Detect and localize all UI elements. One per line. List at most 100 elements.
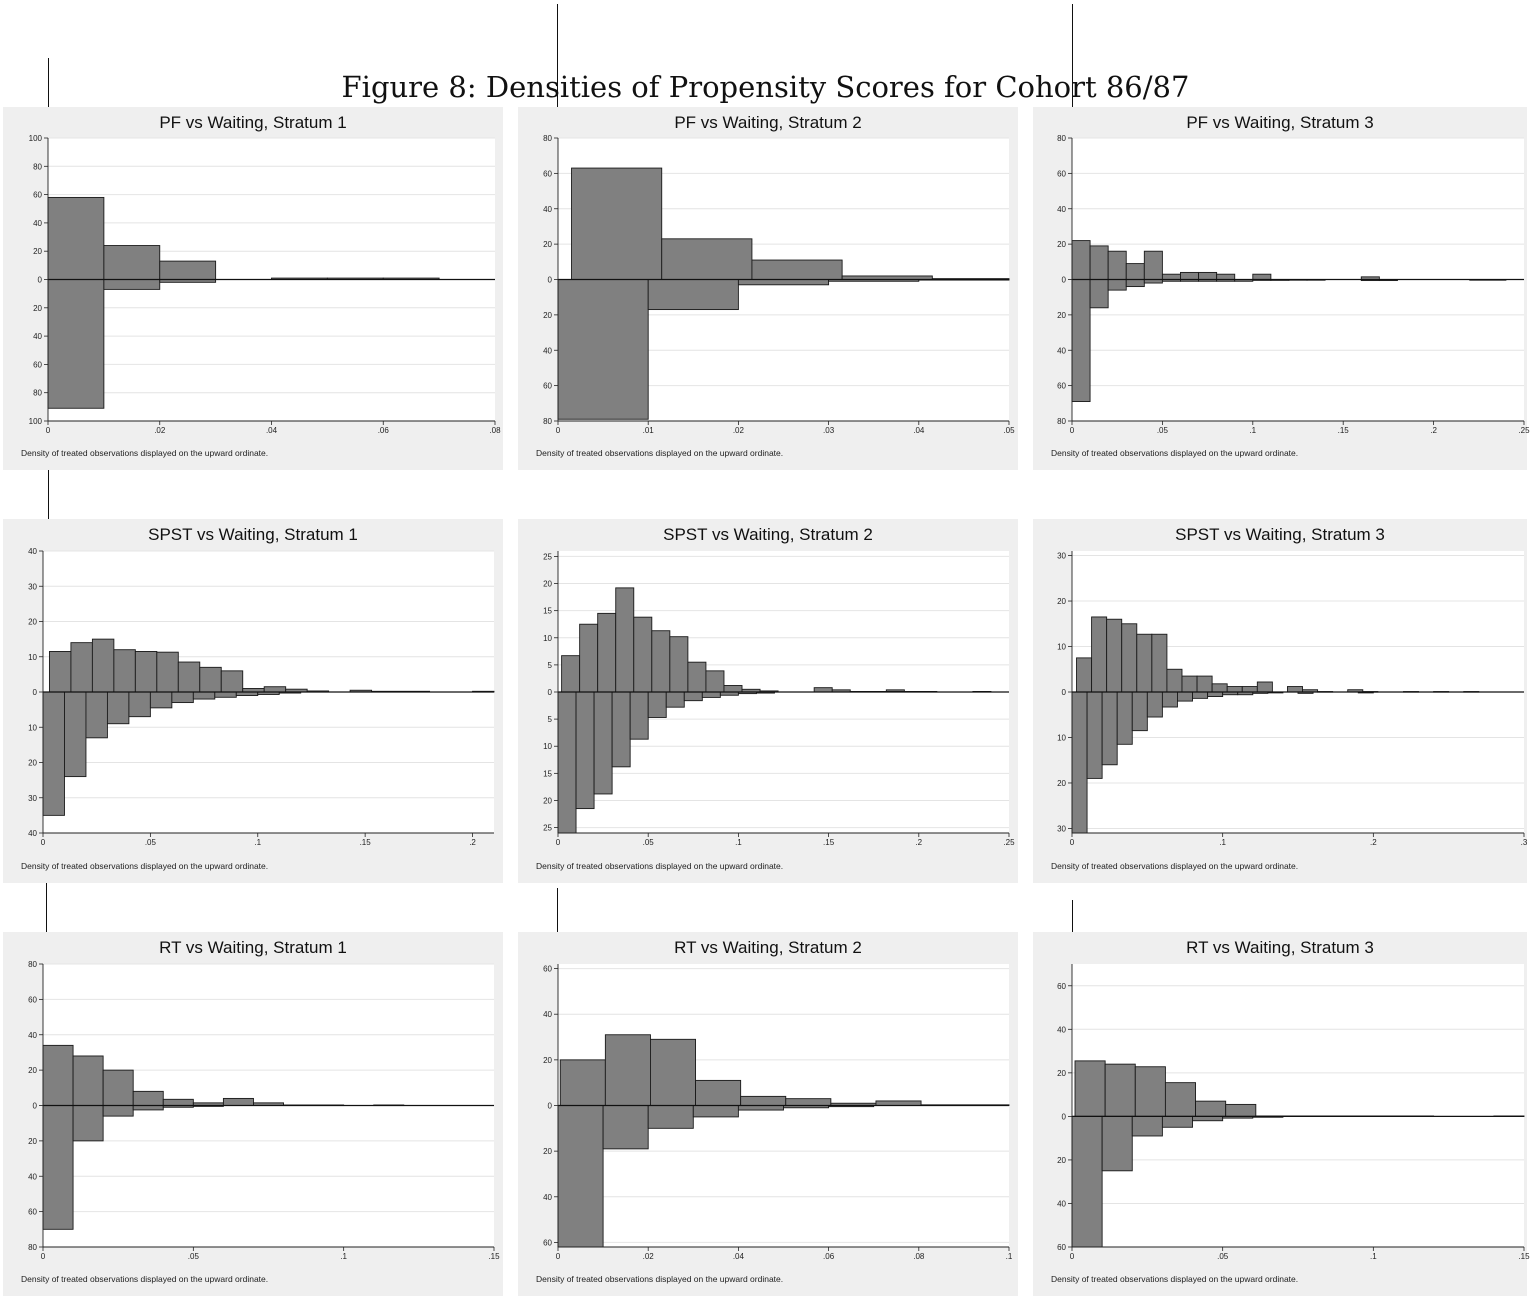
y-tick-label: 80 xyxy=(1057,417,1066,426)
chart-note: Density of treated observations displaye… xyxy=(1051,448,1299,458)
chart-panel-rt-stratum-2: RT vs Waiting, Stratum 2 60 40 20 0 20 40 60 0.… xyxy=(518,932,1018,1296)
chart-title: SPST vs Waiting, Stratum 3 xyxy=(1175,525,1385,544)
control-bar xyxy=(1116,691,1133,745)
x-tick-label: .1 xyxy=(254,838,261,847)
treated-bar xyxy=(134,651,158,693)
histogram-plot: 80 60 40 20 0 20 40 60 80 0 .05 .1 .15 xyxy=(28,960,500,1261)
x-tick-label: .15 xyxy=(823,838,835,847)
x-tick-label: .06 xyxy=(378,426,390,435)
y-tick-label: 20 xyxy=(33,247,42,256)
y-tick-label: 0 xyxy=(548,276,553,285)
control-bar xyxy=(72,1105,104,1142)
control-bar xyxy=(1192,1115,1224,1122)
control-bar xyxy=(1101,691,1118,766)
y-tick-label: 20 xyxy=(28,618,37,627)
control-bar xyxy=(132,1105,164,1111)
x-tick-label: .08 xyxy=(913,1252,925,1261)
control-bar xyxy=(737,279,830,286)
y-tick-label: 40 xyxy=(543,205,552,214)
control-bar xyxy=(1177,691,1193,702)
chart-panel-pf-stratum-1: PF vs Waiting, Stratum 1 100 80 60 40 20 0 20 4… xyxy=(3,107,503,470)
control-bar xyxy=(593,691,613,795)
x-tick-label: 0 xyxy=(1070,426,1075,435)
treated-bar xyxy=(162,1098,194,1106)
y-tick-label: 20 xyxy=(543,580,552,589)
x-tick-label: .03 xyxy=(823,426,835,435)
treated-bar xyxy=(1107,250,1127,280)
x-tick-label: .04 xyxy=(266,426,278,435)
treated-bar xyxy=(1091,616,1108,693)
control-bar xyxy=(1089,279,1109,309)
control-bar xyxy=(42,1105,74,1230)
treated-bar xyxy=(651,630,671,693)
y-tick-label: 25 xyxy=(543,552,552,561)
treated-bar xyxy=(42,1044,74,1106)
treated-bar xyxy=(1180,271,1200,280)
x-tick-label: .06 xyxy=(823,1252,835,1261)
control-bar xyxy=(1131,691,1148,732)
treated-bar xyxy=(159,260,217,280)
x-tick-label: 0 xyxy=(41,838,46,847)
treated-bar xyxy=(91,638,115,693)
y-tick-label: 60 xyxy=(543,965,552,974)
figure-title: Figure 8: Densities of Propensity Scores… xyxy=(341,70,1190,104)
y-tick-label: 60 xyxy=(543,1238,552,1247)
y-tick-label: 10 xyxy=(543,742,552,751)
y-tick-label: 20 xyxy=(1057,779,1066,788)
y-tick-label: 20 xyxy=(543,796,552,805)
chart-note: Density of treated observations displaye… xyxy=(21,861,269,871)
y-tick-label: 5 xyxy=(548,661,553,670)
x-tick-label: .2 xyxy=(1430,426,1437,435)
y-tick-label: 0 xyxy=(38,276,43,285)
y-tick-label: 15 xyxy=(543,607,552,616)
x-tick-label: .1 xyxy=(1249,426,1256,435)
chart-panel-spst-stratum-1: SPST vs Waiting, Stratum 1 40 30 20 10 0 10 20… xyxy=(3,519,503,883)
control-bar xyxy=(64,691,87,778)
treated-bar xyxy=(177,661,201,693)
control-bar xyxy=(1071,691,1088,834)
y-tick-label: 20 xyxy=(543,1056,552,1065)
treated-bar xyxy=(561,655,581,693)
x-tick-label: .05 xyxy=(145,838,157,847)
chart-note: Density of treated observations displaye… xyxy=(1051,1274,1299,1284)
chart-title: PF vs Waiting, Stratum 2 xyxy=(674,113,862,132)
treated-bar xyxy=(102,1069,134,1106)
control-bar xyxy=(647,1105,694,1129)
y-tick-label: 60 xyxy=(1057,982,1066,991)
x-tick-label: 0 xyxy=(41,1252,46,1261)
treated-bar xyxy=(222,1097,254,1106)
control-bar xyxy=(557,279,649,420)
chart-panel-pf-stratum-2: PF vs Waiting, Stratum 2 80 60 40 20 0 20 40 60… xyxy=(518,107,1018,470)
y-tick-label: 30 xyxy=(28,794,37,803)
treated-bar xyxy=(633,616,653,693)
treated-bar xyxy=(263,686,287,693)
y-tick-label: 20 xyxy=(543,240,552,249)
chart-title: RT vs Waiting, Stratum 1 xyxy=(159,938,347,957)
control-bar xyxy=(103,279,161,290)
treated-bar xyxy=(1196,675,1213,693)
chart-note: Density of treated observations displaye… xyxy=(536,861,784,871)
control-bar xyxy=(85,691,108,739)
treated-bar xyxy=(615,587,635,693)
y-tick-label: 40 xyxy=(28,1172,37,1181)
control-bar xyxy=(214,691,237,698)
y-tick-label: 10 xyxy=(543,634,552,643)
treated-bar xyxy=(813,687,833,693)
x-tick-label: .02 xyxy=(643,1252,655,1261)
x-tick-label: .02 xyxy=(733,426,745,435)
x-tick-label: .05 xyxy=(188,1252,200,1261)
chart-note: Density of treated observations displaye… xyxy=(536,448,784,458)
control-bar xyxy=(1086,691,1103,779)
treated-bar xyxy=(1136,633,1153,693)
treated-bar xyxy=(1216,273,1236,280)
treated-bar xyxy=(199,666,222,693)
y-tick-label: 60 xyxy=(28,1208,37,1217)
x-tick-label: .05 xyxy=(643,838,655,847)
control-bar xyxy=(737,1105,784,1111)
y-tick-label: 20 xyxy=(33,304,42,313)
control-bar xyxy=(102,1105,134,1117)
treated-bar xyxy=(1226,686,1243,693)
x-tick-label: .1 xyxy=(1006,1252,1013,1261)
y-tick-label: 80 xyxy=(28,960,37,969)
x-tick-label: .02 xyxy=(154,426,166,435)
